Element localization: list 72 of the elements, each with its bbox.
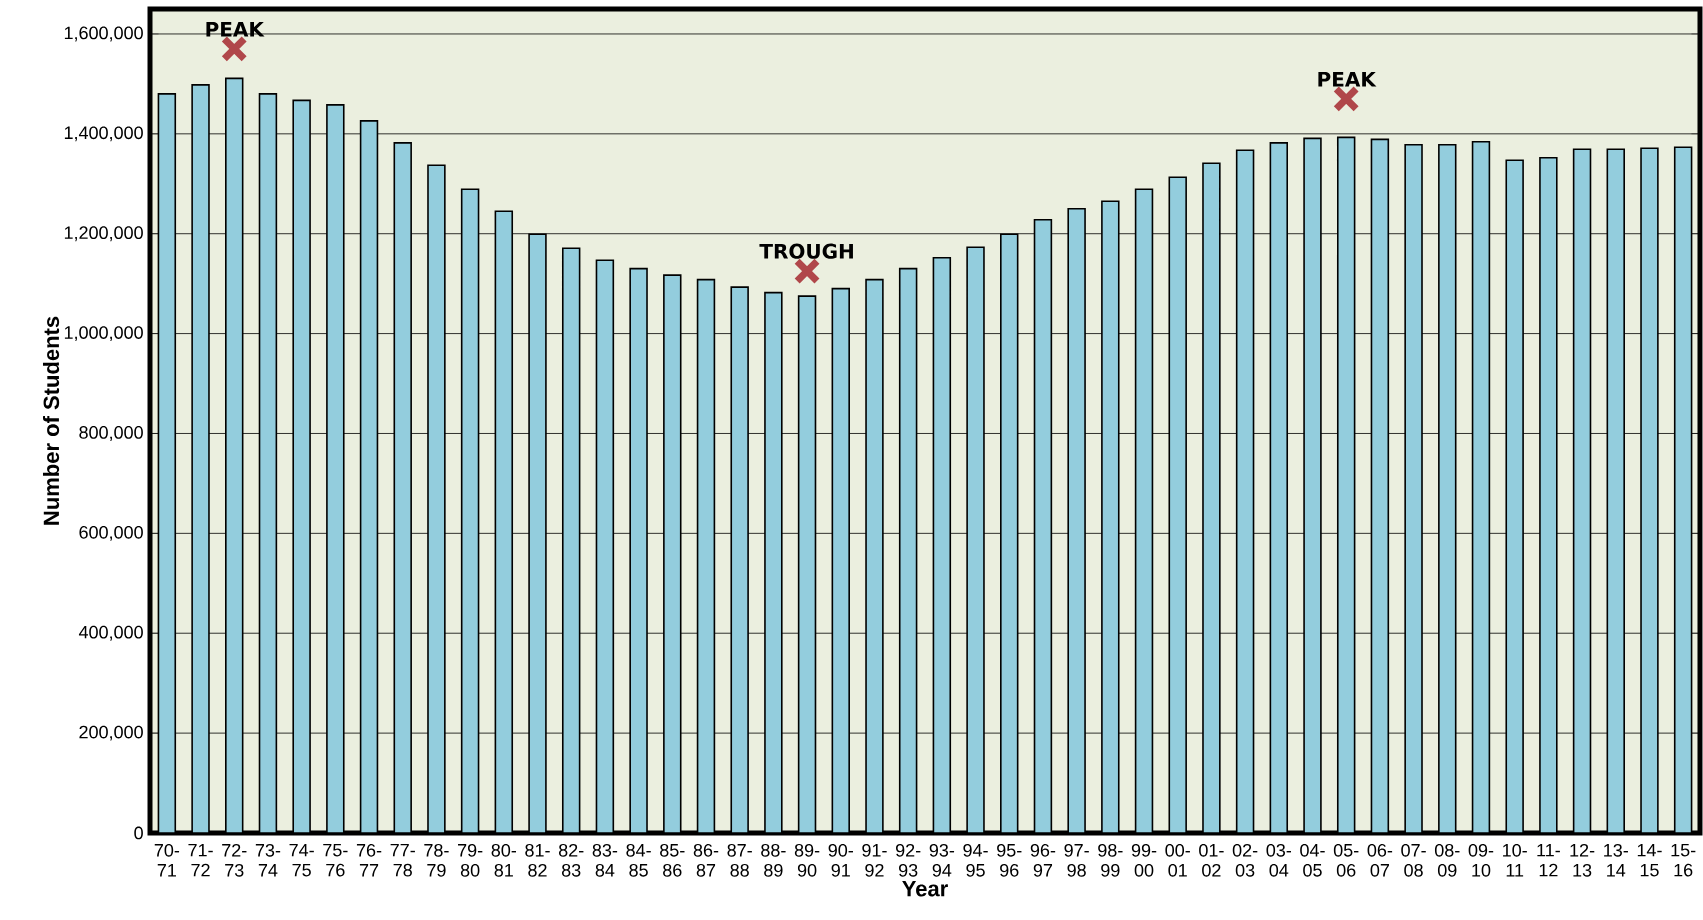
x-tick-label: 13-14: [1604, 843, 1628, 877]
x-tick-label: 87-88: [727, 843, 752, 877]
bar: [696, 278, 716, 833]
x-tick-label: 08-09: [1434, 843, 1460, 877]
bar: [359, 120, 379, 833]
y-axis-title: Number of Students: [42, 316, 60, 525]
bar: [595, 259, 615, 833]
x-tick-label: 09-10: [1468, 843, 1494, 877]
x-tick-label: 71-72: [188, 843, 213, 877]
annotation: PEAK: [1318, 71, 1377, 87]
x-tick-label: 07-08: [1401, 843, 1426, 877]
x-tick-label: 02-03: [1232, 843, 1258, 877]
annotation: TROUGH: [759, 243, 853, 259]
x-tick-label: 83-84: [592, 843, 618, 877]
y-tick-label: 600,000: [79, 525, 143, 541]
x-tick-label: 15-16: [1671, 843, 1696, 877]
x-tick-label: 92-93: [895, 843, 921, 877]
x-tick-label: 70-71: [154, 843, 180, 877]
x-tick-label: 00-01: [1165, 843, 1190, 877]
x-tick-label: 90-91: [828, 843, 853, 877]
x-tick-label: 85-86: [660, 843, 685, 877]
y-tick-label: 1,600,000: [64, 26, 143, 42]
x-tick-label: 84-85: [626, 843, 651, 877]
x-tick-label: 91-92: [862, 843, 887, 877]
x-tick-label: 79-80: [458, 843, 483, 877]
x-tick-label: 96-97: [1030, 843, 1056, 877]
bar: [1370, 138, 1390, 833]
x-tick-label: 14-15: [1637, 843, 1662, 877]
x-tick-label: 03-04: [1266, 843, 1292, 877]
annotation: PEAK: [206, 21, 265, 37]
x-tick-label: 75-76: [323, 843, 348, 877]
x-tick-label: 77-78: [390, 843, 415, 877]
x-tick-label: 82-83: [558, 843, 584, 877]
x-tick-label: 88-89: [761, 843, 786, 877]
bar: [1134, 188, 1154, 833]
y-tick-label: 800,000: [79, 426, 143, 441]
x-tick-label: 95-96: [997, 843, 1022, 877]
x-tick-label: 06-07: [1367, 843, 1393, 877]
bar: [1235, 149, 1255, 833]
x-tick-label: 97-98: [1064, 843, 1089, 877]
y-tick-label: 1,000,000: [64, 326, 143, 342]
bar: [460, 188, 480, 833]
x-axis-title: Year: [902, 881, 948, 897]
x-tick-label: 94-95: [963, 843, 988, 877]
x-tick-label: 11-12: [1537, 843, 1560, 877]
x-tick-label: 98-99: [1098, 843, 1123, 877]
y-tick-label: 1,200,000: [64, 226, 143, 242]
x-tick-label: 99-00: [1131, 843, 1157, 877]
y-tick-label: 200,000: [79, 725, 143, 741]
x-tick-label: 72-73: [222, 843, 247, 877]
x-tick-label: 74-75: [289, 843, 314, 877]
y-tick-label: 400,000: [78, 625, 143, 641]
x-tick-label: 89-90: [794, 843, 820, 877]
x-tick-label: 10-11: [1503, 843, 1527, 877]
x-tick-label: 76-77: [356, 843, 382, 877]
y-tick-label: 0: [134, 826, 143, 840]
x-tick-label: 12-13: [1570, 843, 1595, 877]
y-tick-label: 1,400,000: [64, 126, 143, 142]
bar: [1572, 148, 1592, 833]
x-tick-label: 04-05: [1300, 843, 1325, 877]
x-tick-label: 73-74: [255, 843, 281, 877]
bar: [258, 93, 278, 833]
x-tick-label: 80-81: [491, 843, 517, 877]
bar: [1033, 218, 1053, 833]
bar: [1471, 141, 1491, 833]
bar: [797, 295, 817, 833]
x-tick-label: 78-79: [424, 843, 449, 877]
x-tick-label: 05-06: [1333, 843, 1359, 877]
x-tick-label: 81-82: [525, 843, 550, 877]
x-tick-label: 86-87: [693, 843, 719, 877]
x-tick-label: 01-02: [1199, 843, 1224, 877]
x-tick-label: 93-94: [929, 843, 955, 877]
